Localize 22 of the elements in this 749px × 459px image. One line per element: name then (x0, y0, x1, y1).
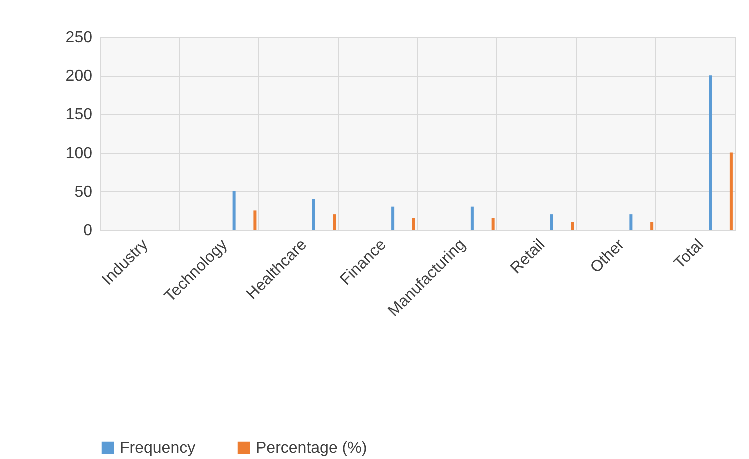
bar (492, 218, 495, 230)
y-tick-label: 250 (66, 30, 93, 46)
y-tick-label: 100 (66, 145, 93, 162)
bar (470, 206, 474, 230)
bar (571, 222, 574, 230)
bar (254, 210, 257, 230)
bar (709, 76, 712, 230)
y-tick-label: 200 (66, 68, 93, 86)
bar (550, 214, 554, 230)
y-tick-label: 150 (66, 106, 93, 124)
legend-label: Frequency (120, 440, 196, 457)
bar (412, 218, 416, 230)
y-tick-label: 0 (84, 222, 93, 240)
bar (232, 191, 236, 230)
bar (650, 222, 654, 230)
bar (630, 214, 633, 230)
bar (392, 206, 395, 230)
legend-label: Percentage (%) (256, 440, 368, 457)
bar (333, 214, 336, 230)
bar (730, 152, 733, 230)
y-tick-label: 50 (74, 184, 93, 201)
bar (312, 199, 316, 230)
